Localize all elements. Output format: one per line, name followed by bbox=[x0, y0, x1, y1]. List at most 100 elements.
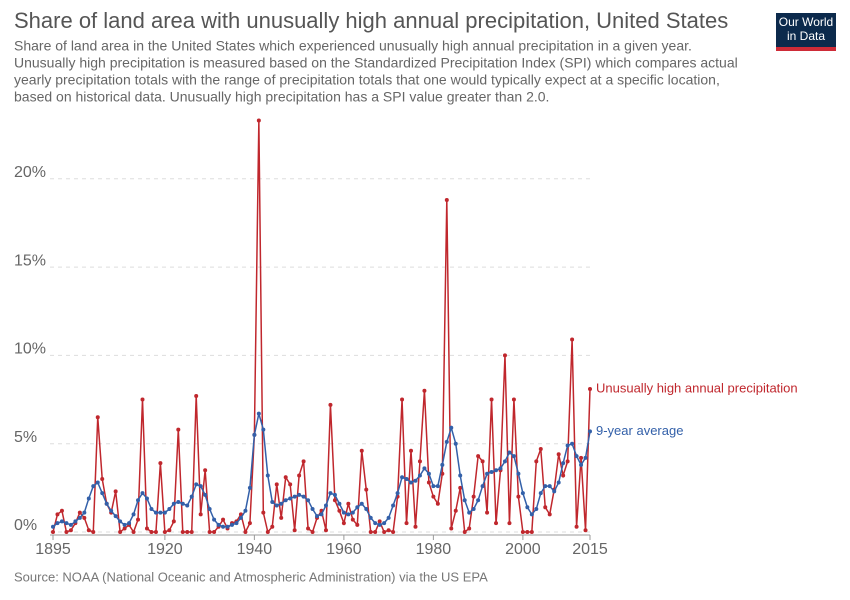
point bbox=[453, 508, 458, 513]
point bbox=[561, 461, 566, 466]
point bbox=[480, 459, 485, 464]
y-tick-label: 10% bbox=[14, 341, 46, 358]
point bbox=[328, 491, 333, 496]
point bbox=[203, 468, 208, 473]
point bbox=[502, 353, 507, 358]
point bbox=[364, 507, 369, 512]
point bbox=[386, 528, 391, 533]
point bbox=[525, 505, 530, 510]
point bbox=[167, 507, 172, 512]
point bbox=[292, 528, 297, 533]
point bbox=[225, 524, 230, 529]
point bbox=[122, 526, 127, 531]
point bbox=[82, 515, 87, 520]
point bbox=[382, 530, 387, 534]
point bbox=[556, 452, 561, 457]
point bbox=[176, 499, 181, 504]
point bbox=[409, 480, 413, 485]
point bbox=[234, 521, 239, 526]
point bbox=[131, 512, 136, 517]
series-line bbox=[52, 120, 591, 535]
point bbox=[91, 530, 96, 534]
point bbox=[511, 397, 516, 402]
point bbox=[68, 528, 73, 533]
series-label: 9-year average bbox=[596, 423, 683, 438]
point bbox=[386, 515, 391, 520]
x-tick-label: 1980 bbox=[416, 541, 452, 558]
point bbox=[136, 498, 141, 503]
point bbox=[207, 507, 212, 512]
point bbox=[306, 526, 311, 531]
point bbox=[100, 491, 105, 496]
point bbox=[413, 524, 418, 529]
point bbox=[279, 501, 284, 506]
point bbox=[279, 515, 284, 520]
point bbox=[471, 494, 476, 499]
point bbox=[180, 530, 185, 534]
point bbox=[507, 521, 512, 526]
point bbox=[511, 454, 516, 459]
point bbox=[149, 507, 154, 512]
point bbox=[350, 510, 355, 515]
point bbox=[368, 530, 373, 534]
x-tick-label: 2000 bbox=[505, 541, 541, 558]
y-tick-label: 15% bbox=[14, 252, 46, 269]
point bbox=[113, 514, 118, 519]
point bbox=[256, 411, 261, 416]
point bbox=[140, 491, 145, 496]
point bbox=[579, 462, 584, 467]
point bbox=[529, 512, 534, 517]
point bbox=[171, 519, 176, 524]
point bbox=[341, 521, 346, 526]
point bbox=[520, 530, 525, 534]
point bbox=[494, 521, 499, 526]
point bbox=[306, 498, 311, 503]
point bbox=[86, 528, 91, 533]
point bbox=[516, 494, 521, 499]
point bbox=[82, 510, 87, 515]
point bbox=[431, 494, 436, 499]
point bbox=[520, 491, 525, 496]
point bbox=[292, 494, 297, 499]
point bbox=[391, 530, 396, 534]
point bbox=[525, 530, 530, 534]
point bbox=[588, 429, 592, 434]
point bbox=[51, 524, 55, 529]
y-tick-label: 20% bbox=[14, 164, 46, 181]
point bbox=[274, 503, 279, 508]
point bbox=[570, 337, 575, 342]
point bbox=[198, 512, 203, 517]
point bbox=[238, 515, 243, 520]
point bbox=[167, 528, 172, 533]
point bbox=[502, 459, 507, 464]
logo-text: Our World bbox=[779, 15, 833, 29]
point bbox=[373, 521, 378, 526]
point bbox=[221, 517, 226, 522]
point bbox=[323, 528, 328, 533]
point bbox=[583, 455, 588, 460]
point bbox=[113, 489, 118, 494]
subtitle: Unusually high precipitation is measured… bbox=[14, 55, 738, 71]
point bbox=[417, 473, 422, 478]
y-tick-label: 0% bbox=[14, 517, 37, 534]
point bbox=[265, 530, 270, 534]
point bbox=[476, 498, 481, 503]
point bbox=[158, 510, 163, 515]
point bbox=[422, 466, 427, 471]
point bbox=[55, 521, 60, 526]
point bbox=[198, 484, 203, 489]
point bbox=[458, 485, 463, 490]
point bbox=[341, 510, 346, 515]
point bbox=[100, 477, 105, 482]
point bbox=[534, 459, 539, 464]
point bbox=[288, 482, 293, 487]
point bbox=[153, 530, 158, 534]
subtitle: yearly precipitation totals with the ran… bbox=[14, 72, 720, 88]
point bbox=[328, 402, 333, 407]
point bbox=[265, 473, 270, 478]
point bbox=[337, 501, 342, 506]
x-tick-label: 1895 bbox=[35, 541, 71, 558]
point bbox=[310, 530, 315, 534]
point bbox=[565, 459, 570, 464]
